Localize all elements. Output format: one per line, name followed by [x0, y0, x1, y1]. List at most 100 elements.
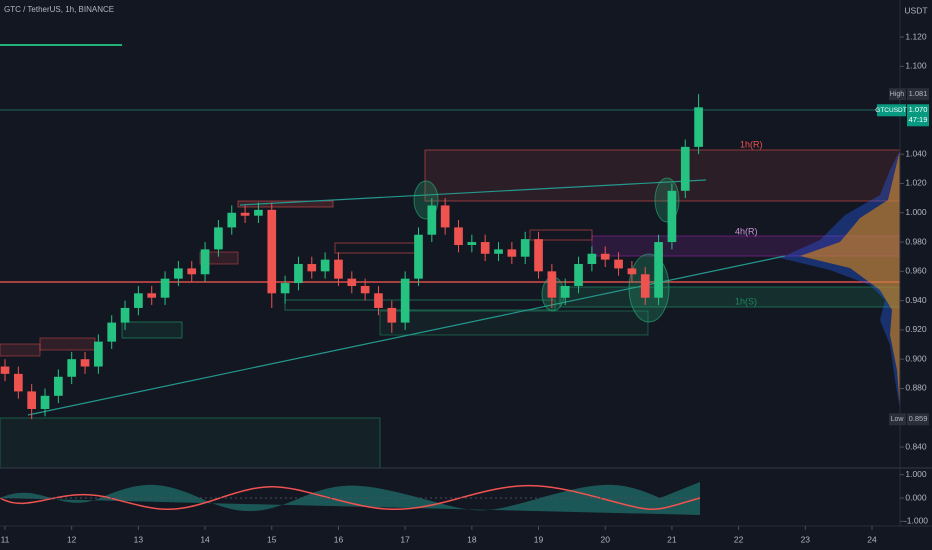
- x-tick-label: 22: [734, 534, 744, 544]
- candle-body: [94, 341, 103, 367]
- trend-line: [239, 179, 707, 206]
- x-tick-label: 19: [534, 534, 544, 544]
- resistance-zone: [0, 343, 41, 357]
- support-zone: [121, 321, 183, 339]
- y-tick-label: 1.000: [905, 207, 927, 217]
- candle-body: [294, 264, 303, 284]
- volume-profile: [780, 150, 900, 410]
- y-tick-label: 0.920: [905, 324, 927, 334]
- x-tick-label: 15: [267, 534, 277, 544]
- x-tick-label: 21: [667, 534, 677, 544]
- y-tick-label: 0.880: [905, 383, 927, 393]
- candle-body: [160, 278, 170, 298]
- candle-body: [107, 322, 117, 342]
- low-label: Low: [891, 416, 905, 423]
- support-zone: [379, 310, 649, 336]
- candle-body: [374, 293, 383, 308]
- y-tick-label: 1.040: [905, 148, 927, 158]
- x-tick-label: 17: [400, 534, 410, 544]
- candle-body: [14, 373, 23, 392]
- zone-label: 1h(R): [740, 139, 763, 149]
- low-value: 0.859: [909, 414, 928, 423]
- y-tick-label: 1.000: [905, 469, 927, 479]
- last-price-box: [907, 104, 929, 127]
- y-tick-label: -1.000: [904, 516, 928, 526]
- marks: [0, 94, 703, 420]
- candle-body: [334, 259, 343, 279]
- candle-body: [667, 190, 677, 243]
- candle-body: [67, 359, 77, 377]
- candle-body: [80, 359, 90, 367]
- zone-label: 1h(S): [735, 296, 757, 306]
- candle-body: [627, 268, 637, 275]
- candle-body: [120, 307, 130, 323]
- candle-body: [640, 274, 650, 298]
- y-tick-label: 0.000: [905, 492, 927, 502]
- candle-body: [467, 242, 477, 245]
- candle-body: [200, 249, 210, 275]
- resistance-zone: [199, 251, 239, 265]
- candle-body: [254, 209, 263, 216]
- low-box: [889, 413, 906, 426]
- y-tick-label: 0.980: [905, 236, 927, 246]
- candle-body: [134, 293, 143, 308]
- y-tick-label: 0.940: [905, 295, 927, 305]
- zone-label: 4h(R): [735, 226, 758, 236]
- candle-body: [187, 268, 197, 275]
- last-price: 1.070: [909, 105, 928, 114]
- x-tick-label: 20: [600, 534, 610, 544]
- candle-body: [227, 212, 237, 228]
- candle-body: [600, 253, 610, 260]
- countdown: 47:19: [909, 115, 928, 124]
- candle-body: [507, 249, 517, 257]
- candle-body: [174, 268, 183, 279]
- candle-body: [147, 293, 157, 298]
- candle-body: [27, 391, 37, 409]
- candle-body: [347, 278, 357, 286]
- candle-body: [320, 259, 330, 272]
- candle-body: [654, 242, 663, 298]
- candle-body: [414, 234, 423, 279]
- x-tick-label: 13: [134, 534, 144, 544]
- candle-body: [427, 205, 437, 235]
- candle-body: [454, 227, 463, 245]
- resistance-zone: [237, 200, 334, 208]
- candle-body: [40, 395, 50, 409]
- x-tick-label: 16: [334, 534, 344, 544]
- y-tick-label: 0.960: [905, 266, 927, 276]
- resistance-zone: [424, 149, 901, 202]
- y-tick-label: 1.020: [905, 178, 927, 188]
- candle-body: [307, 264, 317, 272]
- candle-body: [280, 283, 290, 294]
- candle-body: [694, 107, 703, 147]
- high-value-box: [907, 88, 929, 101]
- candle-body: [520, 239, 530, 257]
- high-value: 1.081: [909, 89, 928, 98]
- candle-body: [560, 285, 570, 298]
- x-tick-label: 18: [467, 534, 477, 544]
- chart-title: GTC / TetherUS, 1h, BINANCE: [4, 5, 114, 14]
- candle-body: [400, 278, 410, 323]
- x-tick-label: 14: [200, 534, 210, 544]
- candle-body: [54, 376, 63, 396]
- candle-body: [440, 205, 450, 228]
- y-tick-label: 0.840: [905, 441, 927, 451]
- candle-body: [360, 285, 370, 294]
- candle-body: [240, 212, 250, 216]
- y-tick-label: 0.900: [905, 353, 927, 363]
- support-zone: [559, 286, 901, 308]
- x-tick-label: 11: [1, 534, 10, 544]
- candle-body: [614, 259, 623, 269]
- support-zone: [284, 299, 556, 311]
- indicator: [0, 482, 701, 515]
- candle-body: [267, 209, 277, 294]
- x-tick-label: 23: [801, 534, 811, 544]
- candle-body: [574, 264, 583, 286]
- candle-body: [214, 227, 223, 250]
- candle-body: [494, 249, 503, 254]
- volume-area: [800, 150, 900, 410]
- candle-body: [480, 242, 490, 254]
- support-zone: [0, 417, 381, 469]
